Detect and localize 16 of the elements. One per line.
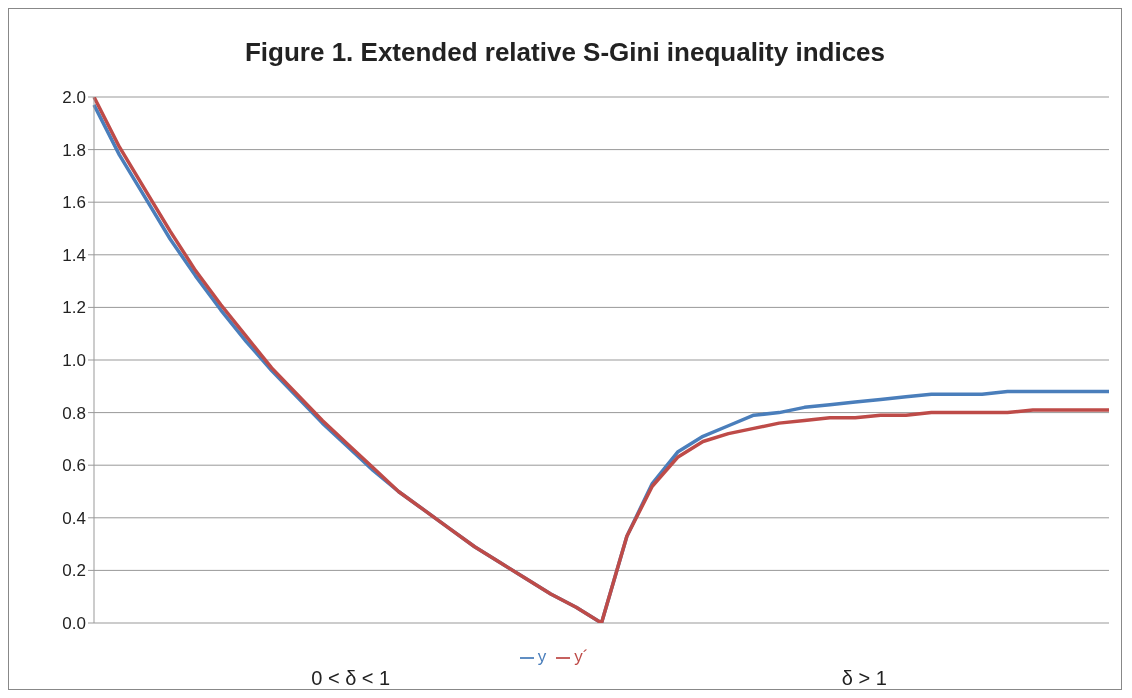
y-tick-label: 0.4 — [62, 508, 86, 528]
legend-label: y´ — [574, 647, 589, 666]
text: 0 < δ < 1 — [310, 667, 392, 690]
y-tick-label: 1.0 — [62, 351, 86, 371]
y-tick-label: 0.8 — [62, 403, 86, 423]
y-tick-label: 0.0 — [62, 614, 86, 634]
y-tick-label: 1.6 — [62, 193, 86, 213]
y-tick-label: 1.2 — [62, 298, 86, 318]
y-tick-label: 1.4 — [62, 245, 86, 265]
y-tick-label: 0.2 — [62, 561, 86, 581]
text: δ > 1 — [840, 667, 888, 690]
y-tick-label: 1.8 — [62, 140, 86, 160]
chart-title: Figure 1. Extended relative S-Gini inequality indices — [243, 37, 887, 69]
legend-label: y — [537, 647, 547, 666]
y-tick-label: 2.0 — [62, 88, 86, 108]
y-tick-label: 0.6 — [62, 456, 86, 476]
